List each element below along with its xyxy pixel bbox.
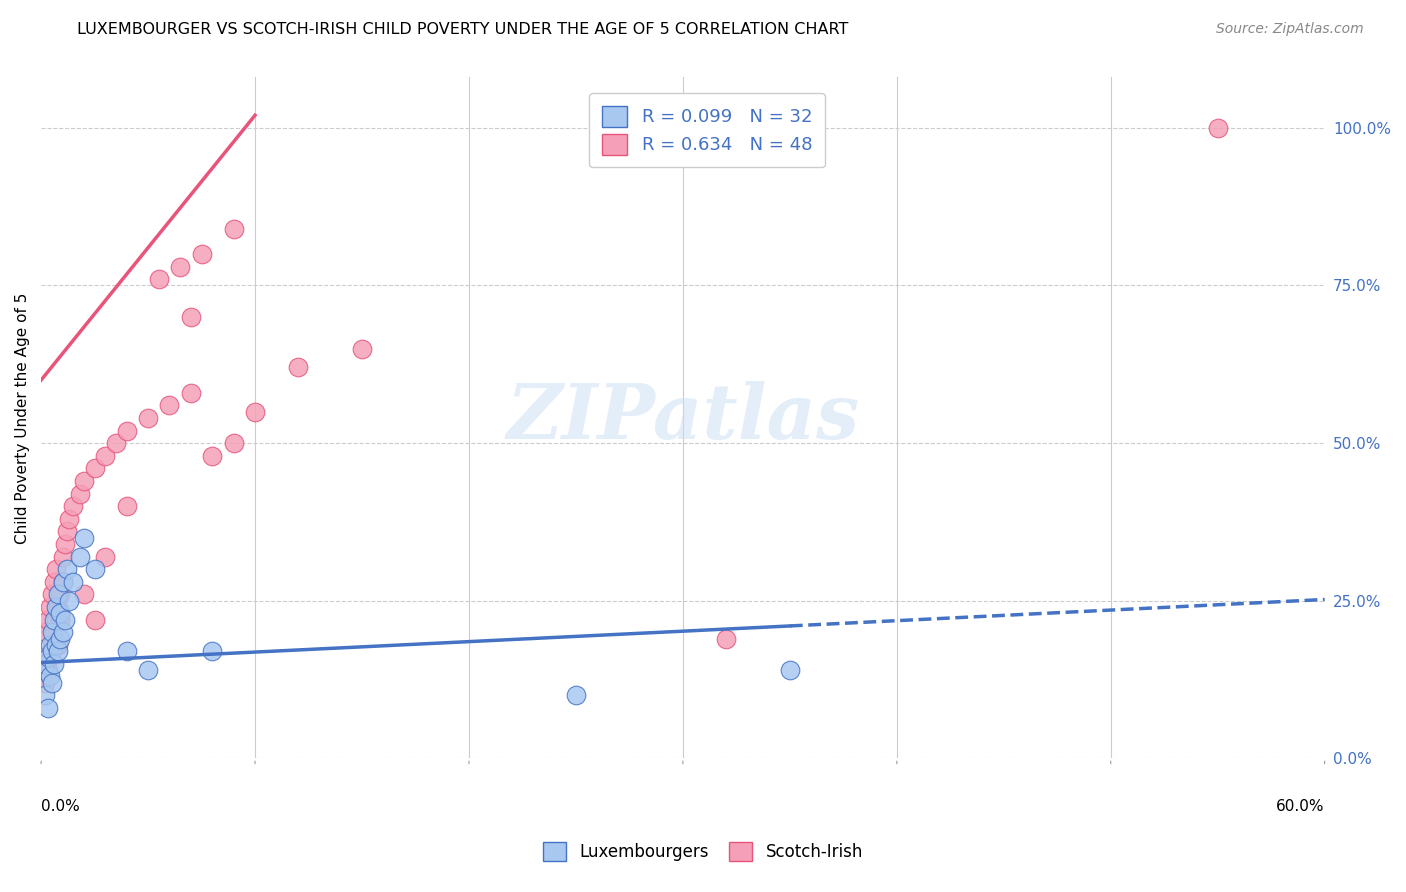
Y-axis label: Child Poverty Under the Age of 5: Child Poverty Under the Age of 5: [15, 293, 30, 543]
Point: [46, 638, 69, 652]
Point: [565, 688, 588, 702]
Point: [37, 650, 59, 665]
Point: [350, 342, 373, 356]
Point: [1206, 120, 1229, 135]
Point: [49, 607, 72, 621]
Point: [42, 657, 65, 671]
Point: [34, 688, 56, 702]
Point: [115, 499, 138, 513]
Legend: R = 0.099   N = 32, R = 0.634   N = 48: R = 0.099 N = 32, R = 0.634 N = 48: [589, 94, 825, 168]
Point: [42, 574, 65, 589]
Point: [62, 499, 84, 513]
Point: [38, 638, 60, 652]
Point: [115, 424, 138, 438]
Point: [159, 398, 181, 412]
Point: [51, 574, 73, 589]
Point: [38, 669, 60, 683]
Text: Source: ZipAtlas.com: Source: ZipAtlas.com: [1216, 22, 1364, 37]
Point: [201, 449, 224, 463]
Point: [136, 663, 159, 677]
Legend: Luxembourgers, Scotch-Irish: Luxembourgers, Scotch-Irish: [536, 835, 870, 868]
Point: [148, 272, 170, 286]
Point: [83, 461, 105, 475]
Point: [51, 549, 73, 564]
Point: [73, 587, 96, 601]
Text: ZIPatlas: ZIPatlas: [506, 381, 859, 455]
Point: [55, 562, 77, 576]
Point: [42, 625, 65, 640]
Point: [51, 574, 73, 589]
Point: [49, 587, 72, 601]
Point: [287, 360, 309, 375]
Text: LUXEMBOURGER VS SCOTCH-IRISH CHILD POVERTY UNDER THE AGE OF 5 CORRELATION CHART: LUXEMBOURGER VS SCOTCH-IRISH CHILD POVER…: [77, 22, 849, 37]
Point: [41, 644, 63, 658]
Text: 0.0%: 0.0%: [41, 799, 80, 814]
Point: [190, 247, 212, 261]
Point: [46, 600, 69, 615]
Point: [94, 549, 117, 564]
Point: [42, 613, 65, 627]
Point: [41, 638, 63, 652]
Point: [46, 587, 69, 601]
Point: [45, 562, 67, 576]
Point: [62, 574, 84, 589]
Point: [34, 625, 56, 640]
Point: [46, 644, 69, 658]
Point: [38, 600, 60, 615]
Point: [169, 260, 191, 274]
Point: [136, 410, 159, 425]
Point: [45, 613, 67, 627]
Point: [69, 549, 91, 564]
Point: [38, 650, 60, 665]
Point: [180, 385, 202, 400]
Point: [58, 512, 80, 526]
Point: [37, 701, 59, 715]
Point: [73, 531, 96, 545]
Point: [45, 638, 67, 652]
Point: [53, 537, 76, 551]
Point: [222, 436, 245, 450]
Point: [83, 613, 105, 627]
Point: [49, 613, 72, 627]
Text: 60.0%: 60.0%: [1277, 799, 1324, 814]
Point: [45, 600, 67, 615]
Point: [58, 593, 80, 607]
Point: [55, 524, 77, 539]
Point: [41, 675, 63, 690]
Point: [41, 625, 63, 640]
Point: [779, 663, 801, 677]
Point: [104, 436, 127, 450]
Point: [34, 657, 56, 671]
Point: [115, 644, 138, 658]
Point: [49, 632, 72, 646]
Point: [222, 221, 245, 235]
Point: [51, 625, 73, 640]
Point: [73, 474, 96, 488]
Point: [34, 675, 56, 690]
Point: [714, 632, 737, 646]
Point: [94, 449, 117, 463]
Point: [37, 663, 59, 677]
Point: [41, 587, 63, 601]
Point: [201, 644, 224, 658]
Point: [53, 613, 76, 627]
Point: [83, 562, 105, 576]
Point: [32, 663, 55, 677]
Point: [69, 486, 91, 500]
Point: [32, 650, 55, 665]
Point: [243, 404, 266, 418]
Point: [37, 613, 59, 627]
Point: [180, 310, 202, 324]
